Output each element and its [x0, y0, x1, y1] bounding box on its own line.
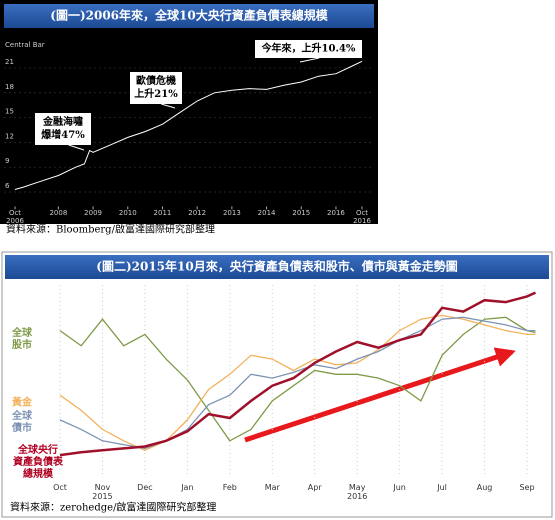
- chart1-title-bar: [4, 4, 374, 28]
- series-line: [59, 316, 536, 442]
- chart1-panel: [0, 0, 378, 224]
- source: 資料來源：Bloomberg/啟富達國際研究部整理: [6, 223, 215, 236]
- x-tick-label: Aug: [477, 483, 493, 492]
- x-tick-label: Dec: [137, 483, 152, 492]
- annotation-leader: [161, 103, 176, 109]
- x-tick-label: 2016: [327, 209, 345, 217]
- source: 資料來源：zerohedge/啟富達國際研究部整理: [10, 501, 216, 514]
- x-tick-label: Oct: [53, 483, 67, 492]
- y-tick-label: 15: [5, 108, 14, 116]
- series-line: [14, 60, 363, 190]
- x-tick-label: 2015: [292, 209, 310, 217]
- x-tick-label: 2010: [119, 209, 137, 217]
- y-tick-label: 18: [5, 83, 14, 91]
- x-tick-label: 2011: [154, 209, 172, 217]
- x-tick-label: 2013: [223, 209, 241, 217]
- x-tick-label: Apr: [308, 483, 323, 492]
- legend-label: 黃金: [12, 396, 33, 409]
- legend-label: 全球股市: [11, 326, 33, 351]
- y-tick-label: 9: [5, 157, 9, 165]
- x-tick-label: Feb: [223, 483, 237, 492]
- chart-title: (圖一)2006年來，全球10大央行資產負債表總規模: [50, 8, 328, 23]
- x-tick-label: May 2016: [347, 483, 367, 501]
- annotation: 歐債危機上升21%: [134, 74, 178, 100]
- x-tick-label: 2009: [84, 209, 102, 217]
- y-tick-label: 21: [5, 58, 14, 66]
- x-tick-label: Oct 2006: [6, 209, 24, 225]
- x-tick-label: Jul: [436, 483, 447, 492]
- chart-title: (圖二)2015年10月來，央行資產負債表和股市、債市與黃金走勢圖: [96, 259, 457, 274]
- annotation-box: [255, 40, 362, 58]
- x-tick-label: 2012: [188, 209, 206, 217]
- series-name: Central Bar: [5, 41, 45, 49]
- annotation: 今年來，上升10.4%: [261, 42, 356, 55]
- trend-arrow: [244, 347, 516, 443]
- legend-label: 全球債市: [11, 409, 33, 434]
- y-tick-label: 12: [5, 132, 14, 140]
- annotation-box: [130, 72, 182, 104]
- x-tick-label: Jan: [180, 483, 193, 492]
- y-tick-label: 6: [5, 182, 10, 190]
- annotation-box: [35, 113, 91, 145]
- annotation-leader: [299, 57, 320, 63]
- x-tick-label: Oct 2016: [353, 209, 371, 225]
- x-tick-label: Mar: [265, 483, 281, 492]
- x-tick-label: Nov 2015: [92, 483, 112, 501]
- series-line: [59, 314, 536, 452]
- annotation: 金融海嘯爆增47%: [41, 115, 85, 141]
- chart2-title-bar: [5, 255, 549, 279]
- x-tick-label: 2008: [49, 209, 67, 217]
- series-line: [59, 291, 537, 457]
- legend-label: 全球央行資產負債表總規模: [13, 443, 64, 480]
- annotation-leader: [68, 144, 85, 151]
- x-tick-label: Sep: [519, 483, 534, 492]
- x-tick-label: 2014: [258, 209, 276, 217]
- x-tick-label: Jun: [392, 483, 406, 492]
